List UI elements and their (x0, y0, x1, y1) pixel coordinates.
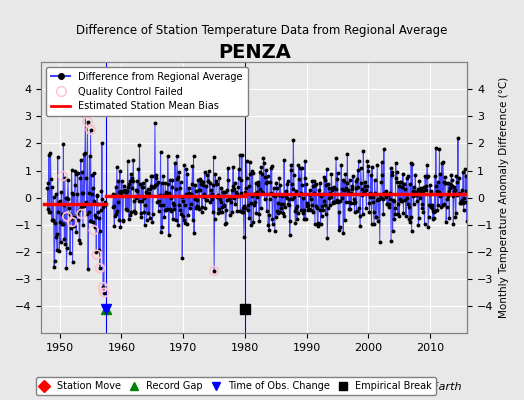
Text: Berkeley Earth: Berkeley Earth (379, 382, 461, 392)
Legend: Station Move, Record Gap, Time of Obs. Change, Empirical Break: Station Move, Record Gap, Time of Obs. C… (36, 377, 436, 395)
Point (93, 252, 101, 258)
Y-axis label: Monthly Temperature Anomaly Difference (°C): Monthly Temperature Anomaly Difference (… (499, 77, 509, 318)
Point (99, 284, 107, 290)
Title: PENZA: PENZA (218, 43, 291, 62)
Point (90, 227, 98, 233)
Point (63, 214, 71, 220)
Point (68, 219, 77, 225)
Point (59, 173, 67, 179)
Point (96, 265, 104, 271)
Point (83, 118, 92, 125)
Point (80, 110, 89, 117)
Point (210, 268, 219, 274)
Point (77, 211, 85, 217)
Legend: Difference from Regional Average, Quality Control Failed, Estimated Station Mean: Difference from Regional Average, Qualit… (46, 67, 247, 116)
Text: Difference of Station Temperature Data from Regional Average: Difference of Station Temperature Data f… (77, 24, 447, 37)
Point (86, 127, 95, 133)
Point (100, 289, 108, 296)
